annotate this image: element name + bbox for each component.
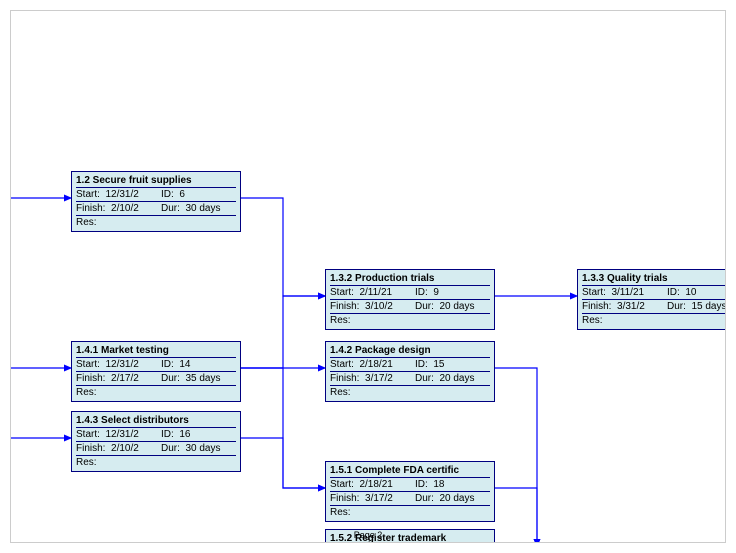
task-row-finish: Finish: 3/17/2Dur: 20 days [330, 491, 490, 505]
task-id: ID: 16 [161, 428, 236, 441]
task-res: Res: [76, 456, 99, 469]
task-id: ID: 10 [667, 286, 726, 299]
task-finish: Finish: 2/10/2 [76, 202, 161, 215]
connector-edge [241, 198, 325, 296]
task-row-res: Res: [330, 505, 490, 519]
connector-edge [495, 488, 537, 543]
task-row-res: Res: [330, 385, 490, 399]
task-row-finish: Finish: 3/31/2Dur: 15 days [582, 299, 726, 313]
task-res: Res: [330, 314, 353, 327]
task-title: 1.5.1 Complete FDA certific [330, 464, 490, 477]
page-number-label: Page 2 [354, 530, 383, 540]
task-box-n142: 1.4.2 Package designStart: 2/18/21ID: 15… [325, 341, 495, 402]
task-row-res: Res: [582, 313, 726, 327]
task-row-start: Start: 12/31/2ID: 6 [76, 187, 236, 201]
task-start: Start: 12/31/2 [76, 358, 161, 371]
task-res: Res: [330, 506, 353, 519]
task-finish: Finish: 3/31/2 [582, 300, 667, 313]
task-start: Start: 2/18/21 [330, 358, 415, 371]
task-dur: Dur: 20 days [415, 300, 490, 313]
task-row-start: Start: 2/18/21ID: 18 [330, 477, 490, 491]
task-box-n152: 1.5.2 Register trademark [325, 529, 495, 543]
task-finish: Finish: 3/17/2 [330, 492, 415, 505]
task-dur: Dur: 20 days [415, 372, 490, 385]
task-start: Start: 2/11/21 [330, 286, 415, 299]
task-row-finish: Finish: 2/10/2Dur: 30 days [76, 201, 236, 215]
connector-edge [495, 368, 537, 543]
task-row-start: Start: 2/18/21ID: 15 [330, 357, 490, 371]
task-res: Res: [582, 314, 605, 327]
task-title: 1.4.1 Market testing [76, 344, 236, 357]
task-row-res: Res: [76, 215, 236, 229]
task-box-n143: 1.4.3 Select distributorsStart: 12/31/2I… [71, 411, 241, 472]
task-box-n151: 1.5.1 Complete FDA certificStart: 2/18/2… [325, 461, 495, 522]
task-row-start: Start: 12/31/2ID: 14 [76, 357, 236, 371]
task-title: 1.3.2 Production trials [330, 272, 490, 285]
task-id: ID: 15 [415, 358, 490, 371]
task-id: ID: 14 [161, 358, 236, 371]
task-dur: Dur: 20 days [415, 492, 490, 505]
task-row-res: Res: [76, 455, 236, 469]
task-start: Start: 2/18/21 [330, 478, 415, 491]
task-dur: Dur: 30 days [161, 442, 236, 455]
task-start: Start: 12/31/2 [76, 428, 161, 441]
task-row-res: Res: [330, 313, 490, 327]
task-box-n132: 1.3.2 Production trialsStart: 2/11/21ID:… [325, 269, 495, 330]
task-row-start: Start: 12/31/2ID: 16 [76, 427, 236, 441]
task-row-res: Res: [76, 385, 236, 399]
task-row-finish: Finish: 3/17/2Dur: 20 days [330, 371, 490, 385]
task-dur: Dur: 15 days [667, 300, 726, 313]
task-res: Res: [330, 386, 353, 399]
task-title: 1.3.3 Quality trials [582, 272, 726, 285]
task-finish: Finish: 2/17/2 [76, 372, 161, 385]
task-id: ID: 9 [415, 286, 490, 299]
task-id: ID: 18 [415, 478, 490, 491]
task-finish: Finish: 2/10/2 [76, 442, 161, 455]
connector-edge [241, 438, 325, 488]
task-box-n12: 1.2 Secure fruit suppliesStart: 12/31/2I… [71, 171, 241, 232]
task-box-n133: 1.3.3 Quality trialsStart: 3/11/21ID: 10… [577, 269, 726, 330]
task-res: Res: [76, 216, 99, 229]
task-box-n141: 1.4.1 Market testingStart: 12/31/2ID: 14… [71, 341, 241, 402]
task-finish: Finish: 3/10/2 [330, 300, 415, 313]
task-id: ID: 6 [161, 188, 236, 201]
task-start: Start: 3/11/21 [582, 286, 667, 299]
task-row-finish: Finish: 2/17/2Dur: 35 days [76, 371, 236, 385]
diagram-page: 1.2 Secure fruit suppliesStart: 12/31/2I… [10, 10, 726, 543]
task-dur: Dur: 35 days [161, 372, 236, 385]
task-start: Start: 12/31/2 [76, 188, 161, 201]
connector-edge [241, 296, 325, 368]
task-finish: Finish: 3/17/2 [330, 372, 415, 385]
connector-edge [241, 368, 325, 488]
task-row-finish: Finish: 3/10/2Dur: 20 days [330, 299, 490, 313]
task-dur: Dur: 30 days [161, 202, 236, 215]
task-title: 1.2 Secure fruit supplies [76, 174, 236, 187]
task-title: 1.4.2 Package design [330, 344, 490, 357]
task-res: Res: [76, 386, 99, 399]
task-row-finish: Finish: 2/10/2Dur: 30 days [76, 441, 236, 455]
task-title: 1.4.3 Select distributors [76, 414, 236, 427]
task-row-start: Start: 2/11/21ID: 9 [330, 285, 490, 299]
task-row-start: Start: 3/11/21ID: 10 [582, 285, 726, 299]
